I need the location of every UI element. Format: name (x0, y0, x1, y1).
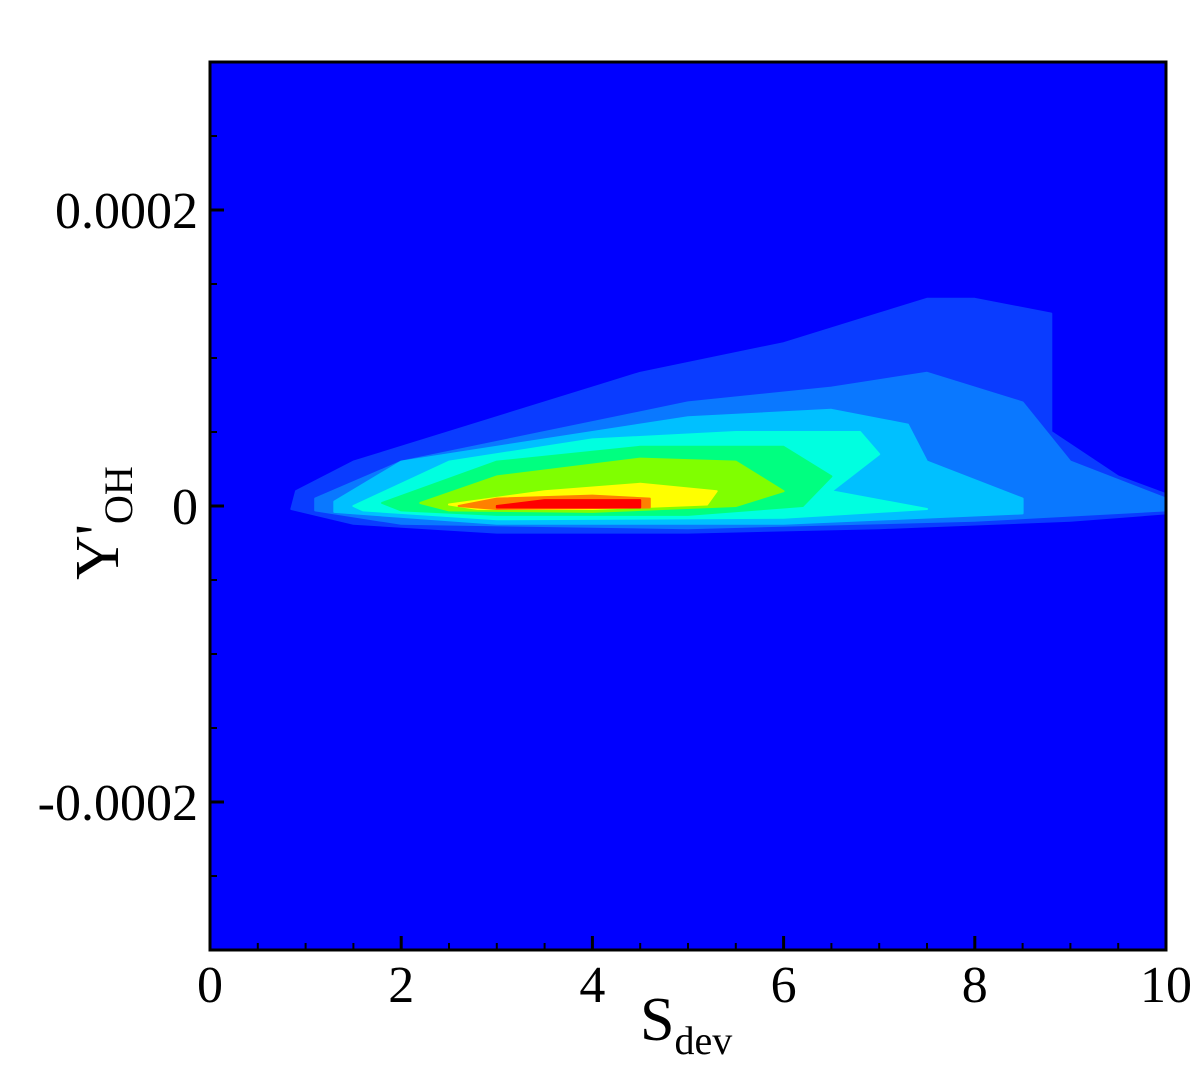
y-tick-label: 0 (172, 479, 198, 536)
x-label-sub: dev (674, 1018, 732, 1063)
x-tick-label: 10 (1140, 957, 1192, 1014)
x-tick-label: 2 (388, 957, 414, 1014)
x-tick-label: 8 (962, 957, 988, 1014)
x-tick-label: 6 (771, 957, 797, 1014)
x-axis-label: Sdev (640, 986, 732, 1063)
contour-band (495, 499, 642, 509)
y-axis-label: Y'OH (64, 466, 141, 580)
y-label-main: Y' (64, 524, 132, 580)
y-tick-label: 0.0002 (55, 183, 198, 240)
x-tick-label: 4 (579, 957, 605, 1014)
y-tick-label: -0.0002 (38, 775, 198, 832)
x-label-main: S (640, 986, 674, 1054)
x-tick-label: 0 (197, 957, 223, 1014)
y-label-sub: OH (96, 466, 141, 524)
